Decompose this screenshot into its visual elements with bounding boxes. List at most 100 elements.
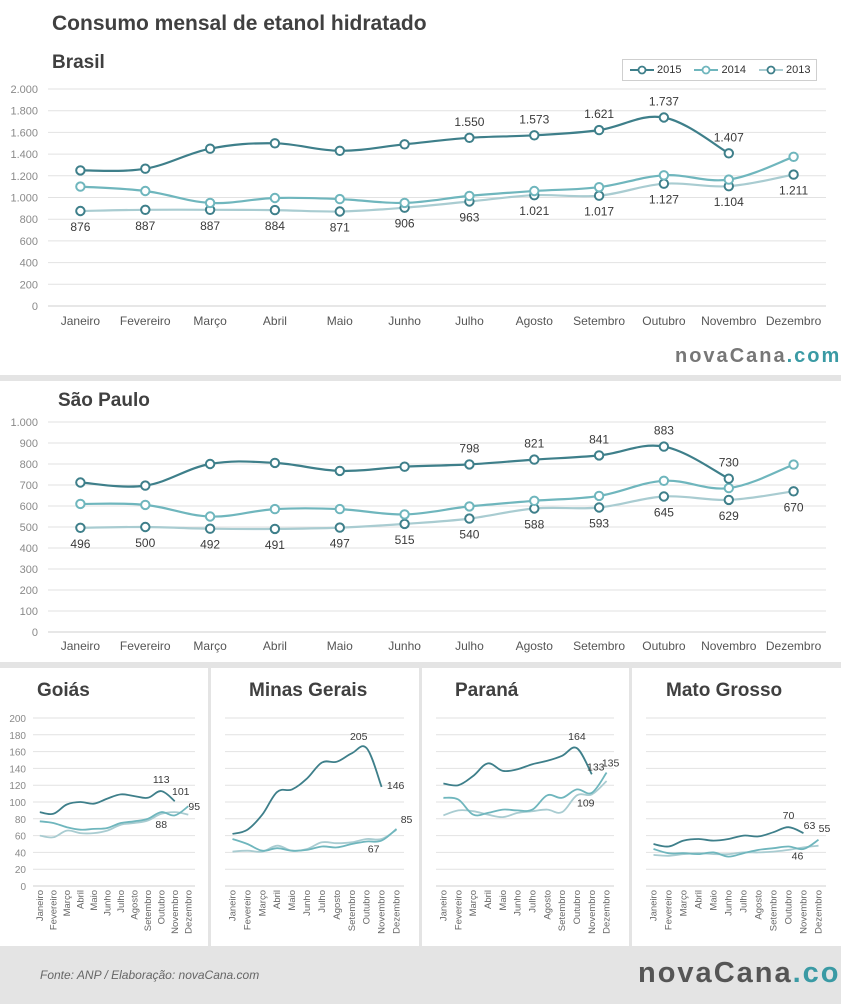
brasil-series-2014-point [269, 192, 281, 204]
goias-series-2015-line [39, 790, 176, 816]
parana-x-tick-label: Março [468, 890, 479, 916]
brasil-y-tick-label: 1.600 [10, 127, 38, 139]
legend-item-2013: 2013 [758, 64, 810, 76]
legend-label-2015: 2015 [657, 64, 682, 76]
brasil-x-tick-label: Abril [263, 314, 287, 328]
sao-paulo-series-2014-point [334, 503, 345, 515]
sao-paulo-series-2013-point [140, 521, 151, 533]
parana-series-2013-data-label: 109 [577, 797, 595, 809]
mato-grosso-series-2013-line [653, 844, 819, 857]
parana-x-tick-label: Maio [498, 890, 509, 911]
brasil-series-2013-data-label: 887 [200, 219, 220, 233]
brasil-x-tick-label: Dezembro [766, 314, 822, 328]
sao-paulo-series-2015-point [269, 457, 281, 469]
chart-goias: 0 20 40 60 80 100 120 140 160 180 200 Janeiro Fevere… [9, 714, 200, 934]
sao-paulo-x-tick-label: Setembro [573, 639, 625, 653]
brand-suffix: .com [786, 345, 841, 367]
sao-paulo-series-2015-point [658, 441, 670, 452]
goias-y-tick-label: 160 [9, 748, 26, 759]
sao-paulo-series-2013-data-label: 492 [200, 538, 220, 552]
brasil-y-tick-label: 200 [20, 279, 38, 291]
brasil-series-2015-point [723, 148, 734, 159]
parana-x-tick-label: Agosto [542, 890, 553, 920]
parana-x-tick-label: Janeiro [438, 890, 449, 921]
minas-gerais-x-tick-label: Fevereiro [242, 890, 253, 930]
mato-grosso-x-tick-label: Novembro [799, 890, 810, 934]
sao-paulo-x-tick-label: Agosto [516, 639, 554, 653]
brasil-series-2014-point [788, 151, 799, 163]
sao-paulo-series-2013-data-label: 670 [784, 500, 804, 514]
brasil-x-tick-label: Maio [327, 314, 353, 328]
parana-x-tick-label: Fevereiro [453, 890, 464, 930]
chart-brasil: 0 200 400 600 800 1.000 1.200 1.400 1.600 1.800 2.… [10, 84, 826, 328]
goias-x-tick-label: Abril [75, 890, 86, 909]
sao-paulo-series-2015-point [593, 450, 605, 461]
legend-swatch-2014-icon [694, 65, 719, 75]
brasil-x-tick-label: Setembro [573, 314, 625, 328]
brasil-series-2015-point [140, 163, 151, 174]
mato-grosso-series-2015-data-label: 63 [804, 820, 816, 832]
minas-gerais-x-tick-label: Maio [287, 890, 298, 911]
sao-paulo-series-2013-point [334, 522, 345, 533]
sao-paulo-series-2013-point [399, 518, 410, 530]
minas-gerais-x-tick-label: Julho [317, 890, 328, 913]
brasil-series-2014-point [75, 181, 86, 192]
sao-paulo-series-2013-data-label: 593 [589, 516, 609, 530]
brasil-series-2014-point [334, 193, 345, 205]
goias-x-tick-label: Março [62, 890, 73, 916]
footer-source: Fonte: ANP / Elaboração: novaCana.com [40, 968, 260, 982]
goias-y-tick-label: 120 [9, 781, 26, 792]
sao-paulo-series-2013-data-label: 496 [70, 537, 90, 551]
brand-name: nova [638, 957, 714, 989]
brasil-series-2013-line [80, 173, 794, 213]
mato-grosso-x-tick-label: Outubro [784, 890, 795, 924]
minas-gerais-series-2014-data-label: 67 [368, 844, 380, 856]
goias-y-tick-label: 80 [15, 815, 27, 826]
sao-paulo-series-2015-point [464, 459, 475, 470]
sao-paulo-series-2014-point [75, 498, 86, 510]
goias-y-tick-label: 100 [9, 798, 26, 809]
brand-logo-brasil: novaCana.com [675, 345, 841, 368]
sao-paulo-series-2013-point [788, 486, 799, 497]
goias-x-tick-label: Outubro [156, 890, 167, 924]
minas-gerais-series-2013-line [232, 828, 398, 853]
sao-paulo-x-tick-label: Outubro [642, 639, 686, 653]
brasil-series-2015-point [204, 143, 216, 154]
sao-paulo-series-2015-data-label: 730 [719, 456, 739, 470]
legend-label-2013: 2013 [785, 64, 811, 76]
brasil-series-2014-line [80, 155, 794, 205]
brasil-series-2014-point [464, 190, 475, 202]
brasil-y-tick-label: 1.800 [10, 106, 38, 118]
mato-grosso-x-tick-label: Fevereiro [664, 890, 675, 930]
sao-paulo-series-2014-point [399, 509, 410, 520]
sao-paulo-series-2014-point [593, 490, 605, 502]
brasil-series-2013-data-label: 1.021 [519, 204, 549, 218]
parana-x-tick-label: Julho [527, 890, 538, 913]
sao-paulo-series-2014-point [269, 503, 281, 515]
sao-paulo-series-2013-data-label: 515 [395, 533, 415, 547]
sao-paulo-x-tick-label: Fevereiro [120, 639, 171, 653]
sao-paulo-series-2015-point [334, 465, 345, 477]
sao-paulo-title: São Paulo [58, 390, 150, 411]
sao-paulo-y-tick-label: 0 [32, 627, 38, 639]
brand-name: nova [675, 345, 730, 367]
brasil-series-2013-data-label: 884 [265, 219, 285, 233]
brasil-x-tick-label: Agosto [516, 314, 554, 328]
brasil-x-tick-label: Novembro [701, 314, 757, 328]
brasil-series-2015-data-label: 1.621 [584, 107, 614, 121]
brasil-series-2013-data-label: 871 [330, 220, 350, 234]
brasil-series-2013-data-label: 1.211 [779, 184, 808, 198]
brasil-series-2013-point [334, 206, 345, 217]
brasil-series-2015-point [269, 138, 281, 149]
brasil-series-2013-data-label: 963 [459, 211, 479, 225]
sao-paulo-series-2015-point [723, 473, 734, 484]
brasil-series-2013-point [140, 204, 151, 216]
goias-x-tick-label: Agosto [129, 890, 140, 920]
legend: 2015 2014 2013 [622, 59, 818, 81]
brasil-y-tick-label: 1.000 [10, 193, 38, 205]
parana-x-tick-label: Setembro [557, 890, 568, 931]
panel-parana [422, 668, 629, 946]
brasil-series-2015-data-label: 1.737 [649, 95, 679, 109]
sao-paulo-series-2013-data-label: 497 [330, 537, 350, 551]
